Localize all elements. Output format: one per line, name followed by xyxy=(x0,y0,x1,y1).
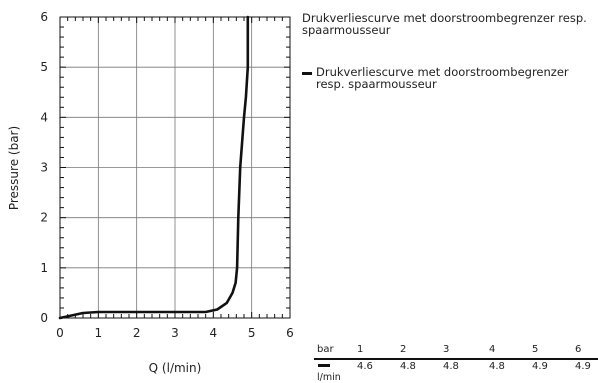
y-tick-label: 2 xyxy=(40,211,48,225)
table-pressure-cell: 1 xyxy=(357,344,364,355)
table-flow-cell: 4.9 xyxy=(532,361,548,372)
y-tick-label: 6 xyxy=(40,10,48,24)
x-axis-label: Q (l/min) xyxy=(149,361,202,375)
table-flow-cell: 4.6 xyxy=(357,361,373,372)
table-pressure-cell: 2 xyxy=(400,344,407,355)
y-tick-label: 4 xyxy=(40,110,48,124)
plot-frame xyxy=(59,16,291,319)
table-pressure-cell: 4 xyxy=(489,344,496,355)
table-flow-cell: 4.9 xyxy=(575,361,591,372)
x-tick-label: 0 xyxy=(56,326,64,340)
pressure-unit-label: bar xyxy=(317,344,334,355)
pressure-loss-chart: 0 1 2 3 4 5 6 0 1 2 3 4 5 6 Q (l/min) Pressure (bar) xyxy=(7,10,294,375)
x-tick-label: 5 xyxy=(248,326,256,340)
chart-grid xyxy=(59,16,291,319)
legend-swatch xyxy=(302,72,312,75)
table-flow-cell: 4.8 xyxy=(443,361,459,372)
legend: Drukverliescurve met doorstroombegrenzer… xyxy=(302,66,592,90)
x-tick-label: 6 xyxy=(286,326,294,340)
x-tick-label: 1 xyxy=(95,326,103,340)
x-tick-label: 3 xyxy=(171,326,179,340)
table-pressure-cell: 5 xyxy=(532,344,539,355)
legend-label: Drukverliescurve met doorstroombegrenzer… xyxy=(316,65,569,91)
table-flow-cell: 4.8 xyxy=(400,361,416,372)
y-tick-label: 1 xyxy=(40,261,48,275)
x-tick-label: 2 xyxy=(133,326,141,340)
flow-table: bar 1 2 3 4 5 6 l/min 4.6 4.8 4.8 4.8 4.… xyxy=(314,343,598,383)
series-line xyxy=(58,15,250,320)
table-pressure-cell: 3 xyxy=(443,344,450,355)
table-header-row: bar 1 2 3 4 5 6 xyxy=(314,343,598,360)
x-tick-labels: 0 1 2 3 4 5 6 xyxy=(56,326,294,340)
y-tick-labels: 0 1 2 3 4 5 6 xyxy=(40,10,48,325)
table-pressure-cell: 6 xyxy=(575,344,582,355)
y-tick-label: 3 xyxy=(40,161,48,175)
table-flow-cell: 4.8 xyxy=(489,361,505,372)
chart-title: Drukverliescurve met doorstroombegrenzer… xyxy=(302,11,587,37)
x-tick-label: 4 xyxy=(210,326,218,340)
table-flow-row: l/min 4.6 4.8 4.8 4.8 4.9 4.9 xyxy=(314,360,598,383)
y-tick-label: 5 xyxy=(40,60,48,74)
flow-unit-label: l/min xyxy=(317,372,341,383)
series-layer xyxy=(58,15,250,320)
y-tick-label: 0 xyxy=(40,311,48,325)
table-line-swatch xyxy=(318,364,330,367)
y-axis-label: Pressure (bar) xyxy=(7,126,21,210)
